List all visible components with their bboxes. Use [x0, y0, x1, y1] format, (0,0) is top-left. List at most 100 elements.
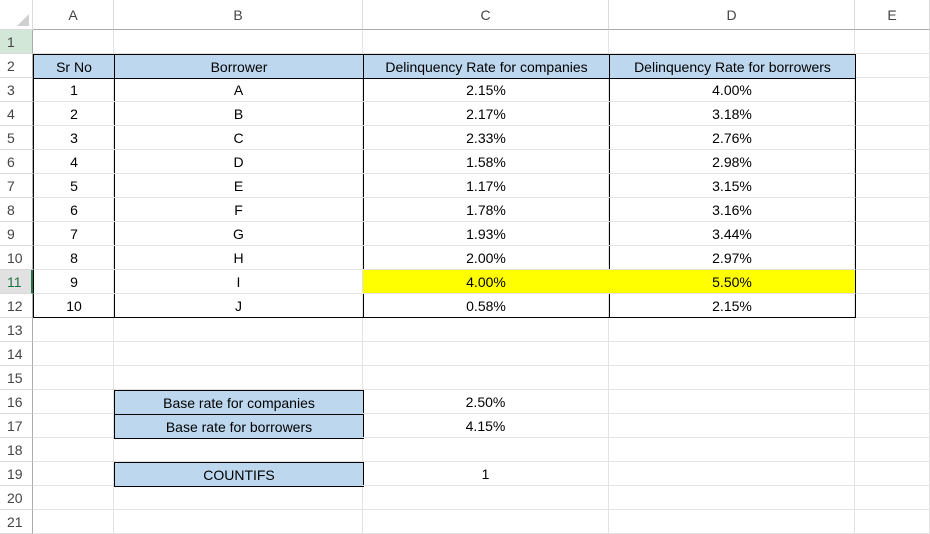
table-cell-rc[interactable]: 2.33%: [363, 126, 610, 150]
countifs-value[interactable]: 1: [363, 462, 609, 486]
table-cell-rb[interactable]: 5.50%: [609, 270, 856, 294]
cell[interactable]: [114, 30, 363, 54]
table-cell-rb[interactable]: 3.18%: [609, 102, 856, 126]
cell[interactable]: [33, 438, 114, 462]
cell[interactable]: [609, 486, 855, 510]
row-header-7[interactable]: 7: [0, 174, 33, 198]
cell[interactable]: [33, 30, 114, 54]
table-cell-rb[interactable]: 3.44%: [609, 222, 856, 246]
cell[interactable]: [114, 318, 363, 342]
cell[interactable]: [609, 318, 855, 342]
table-cell-rc[interactable]: 0.58%: [363, 294, 610, 318]
table-cell-sr[interactable]: 5: [33, 174, 115, 198]
cell[interactable]: [855, 342, 930, 366]
row-header-2[interactable]: 2: [0, 54, 33, 78]
cell[interactable]: [33, 462, 114, 486]
row-header-3[interactable]: 3: [0, 78, 33, 102]
cell[interactable]: [33, 390, 114, 414]
table-cell-sr[interactable]: 2: [33, 102, 115, 126]
table-cell-sr[interactable]: 6: [33, 198, 115, 222]
table-cell-rc[interactable]: 4.00%: [363, 270, 610, 294]
table-cell-borrower[interactable]: H: [114, 246, 364, 270]
table-header-sr[interactable]: Sr No: [33, 54, 115, 79]
cell[interactable]: [114, 366, 363, 390]
row-header-10[interactable]: 10: [0, 246, 33, 270]
cell[interactable]: [855, 486, 930, 510]
table-cell-rb[interactable]: 2.76%: [609, 126, 856, 150]
row-header-18[interactable]: 18: [0, 438, 33, 462]
cell[interactable]: [114, 486, 363, 510]
row-header-9[interactable]: 9: [0, 222, 33, 246]
table-cell-borrower[interactable]: B: [114, 102, 364, 126]
cell[interactable]: [363, 30, 609, 54]
cell[interactable]: [855, 366, 930, 390]
cell[interactable]: [855, 222, 930, 246]
row-header-15[interactable]: 15: [0, 366, 33, 390]
table-cell-borrower[interactable]: J: [114, 294, 364, 318]
table-cell-sr[interactable]: 3: [33, 126, 115, 150]
row-header-4[interactable]: 4: [0, 102, 33, 126]
cell[interactable]: [855, 270, 930, 294]
cell[interactable]: [855, 174, 930, 198]
cell[interactable]: [609, 366, 855, 390]
select-all-corner[interactable]: [0, 0, 33, 30]
row-header-13[interactable]: 13: [0, 318, 33, 342]
cell[interactable]: [609, 30, 855, 54]
column-header-b[interactable]: B: [114, 0, 363, 30]
base-rate-companies-value[interactable]: 2.50%: [363, 390, 609, 414]
cell[interactable]: [855, 198, 930, 222]
table-cell-rb[interactable]: 4.00%: [609, 78, 856, 102]
table-cell-sr[interactable]: 7: [33, 222, 115, 246]
cell[interactable]: [855, 78, 930, 102]
column-header-d[interactable]: D: [609, 0, 855, 30]
table-cell-sr[interactable]: 8: [33, 246, 115, 270]
row-header-20[interactable]: 20: [0, 486, 33, 510]
row-header-16[interactable]: 16: [0, 390, 33, 414]
row-header-12[interactable]: 12: [0, 294, 33, 318]
cell[interactable]: [855, 126, 930, 150]
table-cell-rc[interactable]: 1.93%: [363, 222, 610, 246]
cell[interactable]: [609, 438, 855, 462]
table-cell-sr[interactable]: 4: [33, 150, 115, 174]
row-header-11[interactable]: 11: [0, 270, 33, 294]
cell[interactable]: [114, 438, 363, 462]
table-header-rate-companies[interactable]: Delinquency Rate for companies: [363, 54, 610, 79]
cell[interactable]: [855, 54, 930, 78]
base-rate-companies-label[interactable]: Base rate for companies: [114, 390, 364, 415]
table-cell-borrower[interactable]: C: [114, 126, 364, 150]
table-cell-rc[interactable]: 1.78%: [363, 198, 610, 222]
table-cell-borrower[interactable]: E: [114, 174, 364, 198]
cell[interactable]: [855, 462, 930, 486]
table-cell-rb[interactable]: 2.97%: [609, 246, 856, 270]
table-cell-rc[interactable]: 2.15%: [363, 78, 610, 102]
table-header-rate-borrowers[interactable]: Delinquency Rate for borrowers: [609, 54, 856, 79]
cell[interactable]: [609, 414, 855, 438]
table-cell-rb[interactable]: 2.98%: [609, 150, 856, 174]
table-cell-rb[interactable]: 3.16%: [609, 198, 856, 222]
cell[interactable]: [609, 342, 855, 366]
table-cell-sr[interactable]: 1: [33, 78, 115, 102]
cell[interactable]: [363, 510, 609, 534]
countifs-label[interactable]: COUNTIFS: [114, 462, 364, 487]
cell[interactable]: [855, 30, 930, 54]
cell[interactable]: [855, 294, 930, 318]
cell[interactable]: [33, 486, 114, 510]
cell[interactable]: [363, 366, 609, 390]
cell[interactable]: [33, 342, 114, 366]
table-cell-sr[interactable]: 10: [33, 294, 115, 318]
table-cell-borrower[interactable]: A: [114, 78, 364, 102]
cell[interactable]: [855, 438, 930, 462]
row-header-1[interactable]: 1: [0, 30, 33, 54]
cell[interactable]: [609, 390, 855, 414]
row-header-19[interactable]: 19: [0, 462, 33, 486]
row-header-6[interactable]: 6: [0, 150, 33, 174]
base-rate-borrowers-value[interactable]: 4.15%: [363, 414, 609, 438]
cell[interactable]: [855, 246, 930, 270]
cell[interactable]: [855, 390, 930, 414]
cell[interactable]: [33, 510, 114, 534]
table-cell-rc[interactable]: 1.17%: [363, 174, 610, 198]
cell[interactable]: [855, 102, 930, 126]
cell[interactable]: [114, 342, 363, 366]
cell[interactable]: [855, 414, 930, 438]
cell[interactable]: [33, 366, 114, 390]
